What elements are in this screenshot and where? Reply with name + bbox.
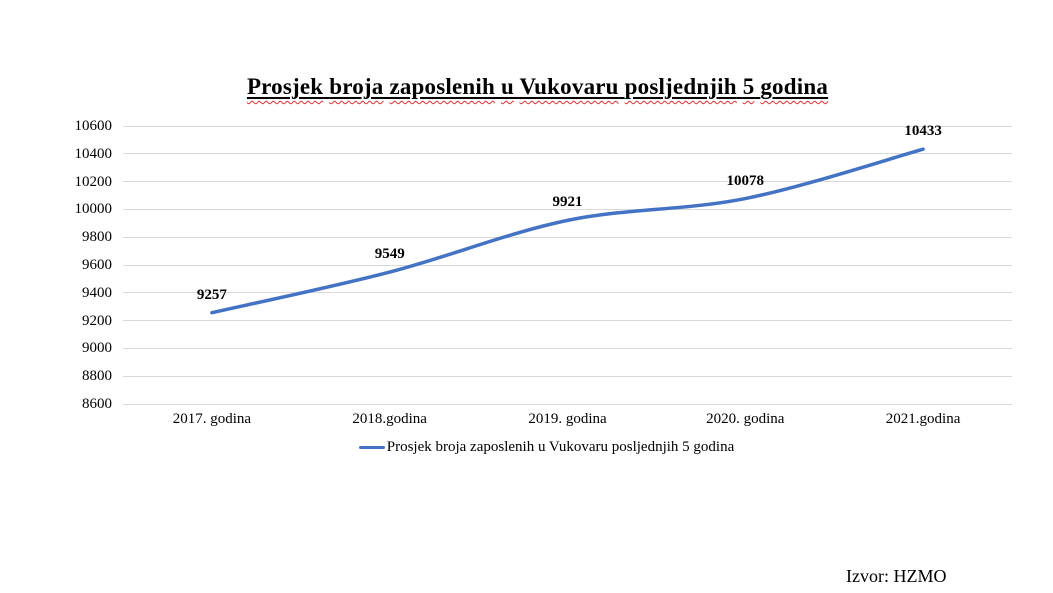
title-word: zaposlenih bbox=[389, 74, 495, 99]
title-word: 5 bbox=[742, 74, 755, 99]
chart-title: Prosjek broja zaposlenih u Vukovaru posl… bbox=[0, 74, 1053, 100]
y-axis-tick-label: 8800 bbox=[82, 368, 112, 385]
legend-label: Prosjek broja zaposlenih u Vukovaru posl… bbox=[386, 439, 735, 455]
y-axis-tick-label: 9200 bbox=[82, 312, 112, 329]
chart-title-text: Prosjek broja zaposlenih u Vukovaru posl… bbox=[247, 74, 828, 99]
gridline bbox=[123, 320, 1012, 322]
series-line bbox=[210, 147, 925, 315]
y-axis-tick-label: 9400 bbox=[82, 284, 112, 301]
data-point-label: 9921 bbox=[552, 194, 583, 211]
gridline bbox=[123, 403, 1012, 405]
title-word: Prosjek bbox=[246, 74, 324, 99]
legend: Prosjek broja zaposlenih u Vukovaru posl… bbox=[0, 438, 1053, 457]
data-point-label: 10433 bbox=[904, 123, 942, 140]
y-axis-tick-label: 9000 bbox=[82, 340, 112, 357]
x-axis-category-label: 2020. godina bbox=[706, 411, 785, 427]
gridline bbox=[123, 264, 1012, 266]
y-axis-tick-label: 10200 bbox=[74, 173, 113, 190]
title-word: u bbox=[500, 74, 514, 99]
y-axis-tick-label: 9800 bbox=[82, 229, 112, 246]
data-point-label: 9549 bbox=[374, 246, 405, 263]
title-word: posljednjih bbox=[624, 74, 737, 99]
gridline bbox=[123, 125, 1012, 127]
title-word: godina bbox=[760, 74, 829, 99]
y-axis-tick-label: 10600 bbox=[74, 118, 113, 134]
y-axis-tick-label: 9600 bbox=[82, 257, 112, 273]
title-word: Vukovaru bbox=[519, 74, 619, 99]
source-note: Izvor: HZMO bbox=[846, 566, 947, 586]
gridline bbox=[123, 181, 1012, 183]
gridline bbox=[123, 236, 1012, 238]
y-axis-tick-label: 10400 bbox=[74, 145, 113, 162]
gridline bbox=[123, 375, 1012, 377]
gridline bbox=[123, 347, 1012, 349]
x-axis-category-label: 2018.godina bbox=[352, 411, 427, 427]
y-axis-tick-label: 10000 bbox=[74, 201, 113, 218]
legend-line-marker bbox=[358, 446, 385, 449]
x-axis-category-label: 2021.godina bbox=[885, 411, 961, 427]
data-point-label: 10078 bbox=[726, 172, 765, 189]
x-axis-category-label: 2019. godina bbox=[528, 411, 607, 427]
title-word: broja bbox=[329, 74, 384, 99]
data-point-label: 9257 bbox=[196, 286, 227, 303]
y-axis-tick-label: 8600 bbox=[82, 396, 112, 412]
gridline bbox=[123, 153, 1012, 155]
x-axis-category-label: 2017. godina bbox=[172, 411, 252, 427]
